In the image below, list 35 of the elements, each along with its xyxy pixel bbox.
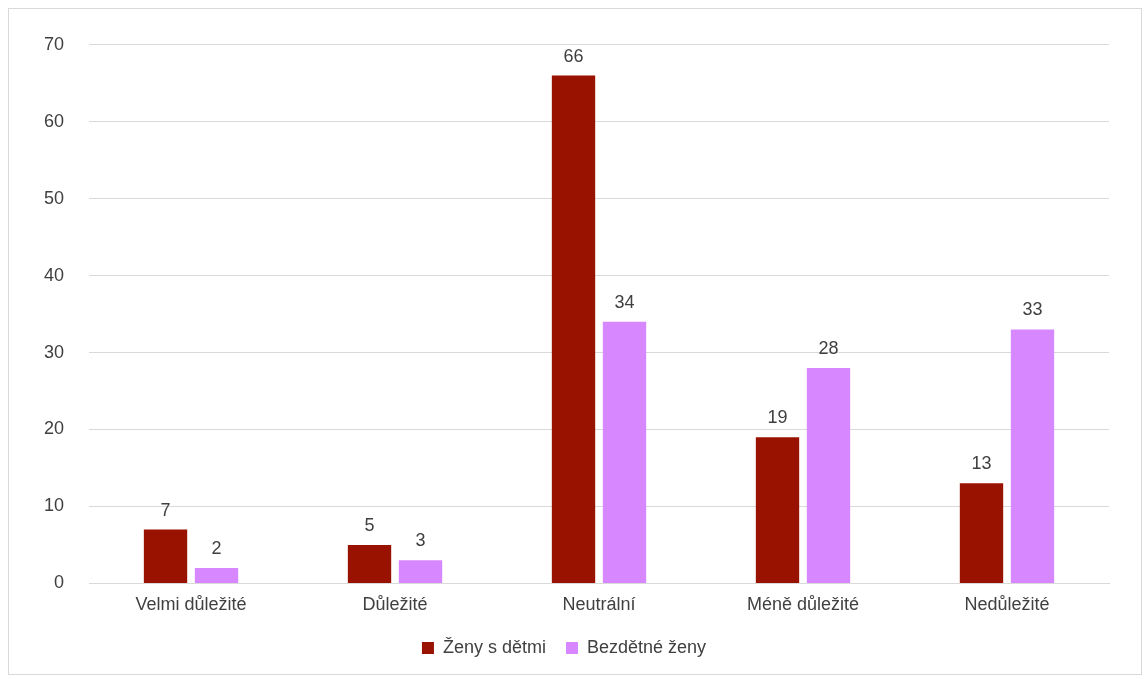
x-tick-label: Méně důležité — [746, 594, 860, 615]
data-label: 34 — [614, 291, 635, 312]
legend-label: Bezdětné ženy — [586, 636, 707, 657]
data-label: 28 — [818, 337, 839, 358]
y-tick-label: 40 — [43, 264, 65, 285]
bar — [602, 321, 647, 583]
data-label: 3 — [415, 530, 426, 551]
y-tick-label: 10 — [43, 495, 65, 516]
bar — [347, 544, 392, 583]
y-tick-label: 30 — [43, 341, 65, 362]
bar — [806, 367, 851, 583]
y-tick-label: 0 — [54, 572, 65, 593]
y-tick-label: 20 — [43, 418, 65, 439]
bar — [959, 483, 1004, 583]
data-label: 19 — [767, 407, 788, 428]
bar — [194, 568, 239, 583]
x-tick-label: Velmi důležité — [135, 594, 247, 615]
data-label: 33 — [1022, 299, 1043, 320]
y-tick-label: 50 — [43, 187, 65, 208]
x-tick-label: Nedůležité — [964, 594, 1050, 615]
data-label: 13 — [971, 453, 992, 474]
y-tick-label: 60 — [43, 110, 65, 131]
bar — [755, 437, 800, 583]
bar — [398, 560, 443, 583]
data-label: 7 — [160, 499, 171, 520]
x-tick-label: Důležité — [362, 594, 428, 615]
bar — [1010, 329, 1055, 583]
bar — [143, 529, 188, 583]
bar — [551, 75, 596, 583]
data-label: 5 — [364, 514, 375, 535]
data-label: 66 — [563, 45, 584, 66]
legend-label: Ženy s dětmi — [442, 636, 546, 657]
y-tick-label: 70 — [43, 33, 65, 54]
data-label: 2 — [211, 537, 222, 558]
x-tick-label: Neutrální — [562, 594, 636, 615]
